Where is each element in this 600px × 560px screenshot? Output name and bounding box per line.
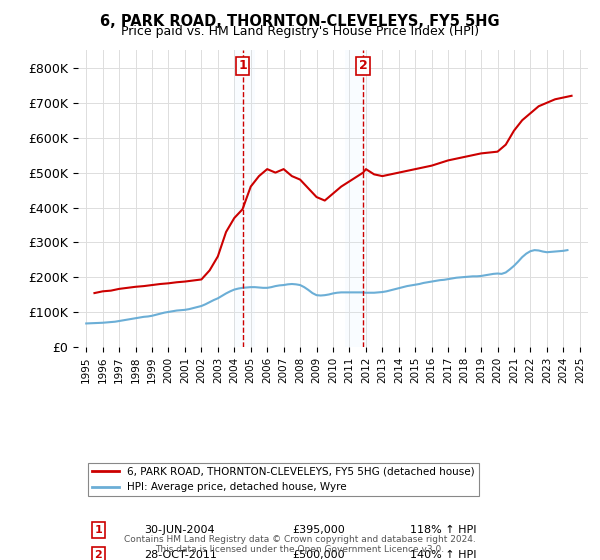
Bar xyxy=(234,50,255,347)
Legend: 6, PARK ROAD, THORNTON-CLEVELEYS, FY5 5HG (detached house), HPI: Average price, : 6, PARK ROAD, THORNTON-CLEVELEYS, FY5 5H… xyxy=(88,463,479,496)
Text: 1: 1 xyxy=(238,59,247,72)
Text: Price paid vs. HM Land Registry's House Price Index (HPI): Price paid vs. HM Land Registry's House … xyxy=(121,25,479,38)
Text: 28-OCT-2011: 28-OCT-2011 xyxy=(145,550,217,560)
Text: £500,000: £500,000 xyxy=(292,550,345,560)
Bar xyxy=(346,50,370,347)
Text: 2: 2 xyxy=(95,550,102,560)
Text: 1: 1 xyxy=(95,525,102,535)
Text: Contains HM Land Registry data © Crown copyright and database right 2024.
This d: Contains HM Land Registry data © Crown c… xyxy=(124,535,476,554)
Text: 6, PARK ROAD, THORNTON-CLEVELEYS, FY5 5HG: 6, PARK ROAD, THORNTON-CLEVELEYS, FY5 5H… xyxy=(100,14,500,29)
Text: 30-JUN-2004: 30-JUN-2004 xyxy=(145,525,215,535)
Text: 2: 2 xyxy=(359,59,367,72)
Text: 140% ↑ HPI: 140% ↑ HPI xyxy=(409,550,476,560)
Text: 118% ↑ HPI: 118% ↑ HPI xyxy=(409,525,476,535)
Text: £395,000: £395,000 xyxy=(292,525,345,535)
